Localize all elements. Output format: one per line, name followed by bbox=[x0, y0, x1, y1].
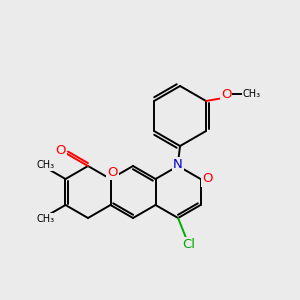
Text: O: O bbox=[202, 172, 213, 185]
Text: O: O bbox=[221, 88, 231, 101]
Text: CH₃: CH₃ bbox=[243, 89, 261, 99]
Text: O: O bbox=[55, 143, 66, 157]
Text: CH₃: CH₃ bbox=[37, 160, 55, 170]
Text: N: N bbox=[173, 158, 183, 172]
Text: Cl: Cl bbox=[183, 238, 196, 251]
Text: O: O bbox=[107, 166, 118, 178]
Text: CH₃: CH₃ bbox=[37, 214, 55, 224]
